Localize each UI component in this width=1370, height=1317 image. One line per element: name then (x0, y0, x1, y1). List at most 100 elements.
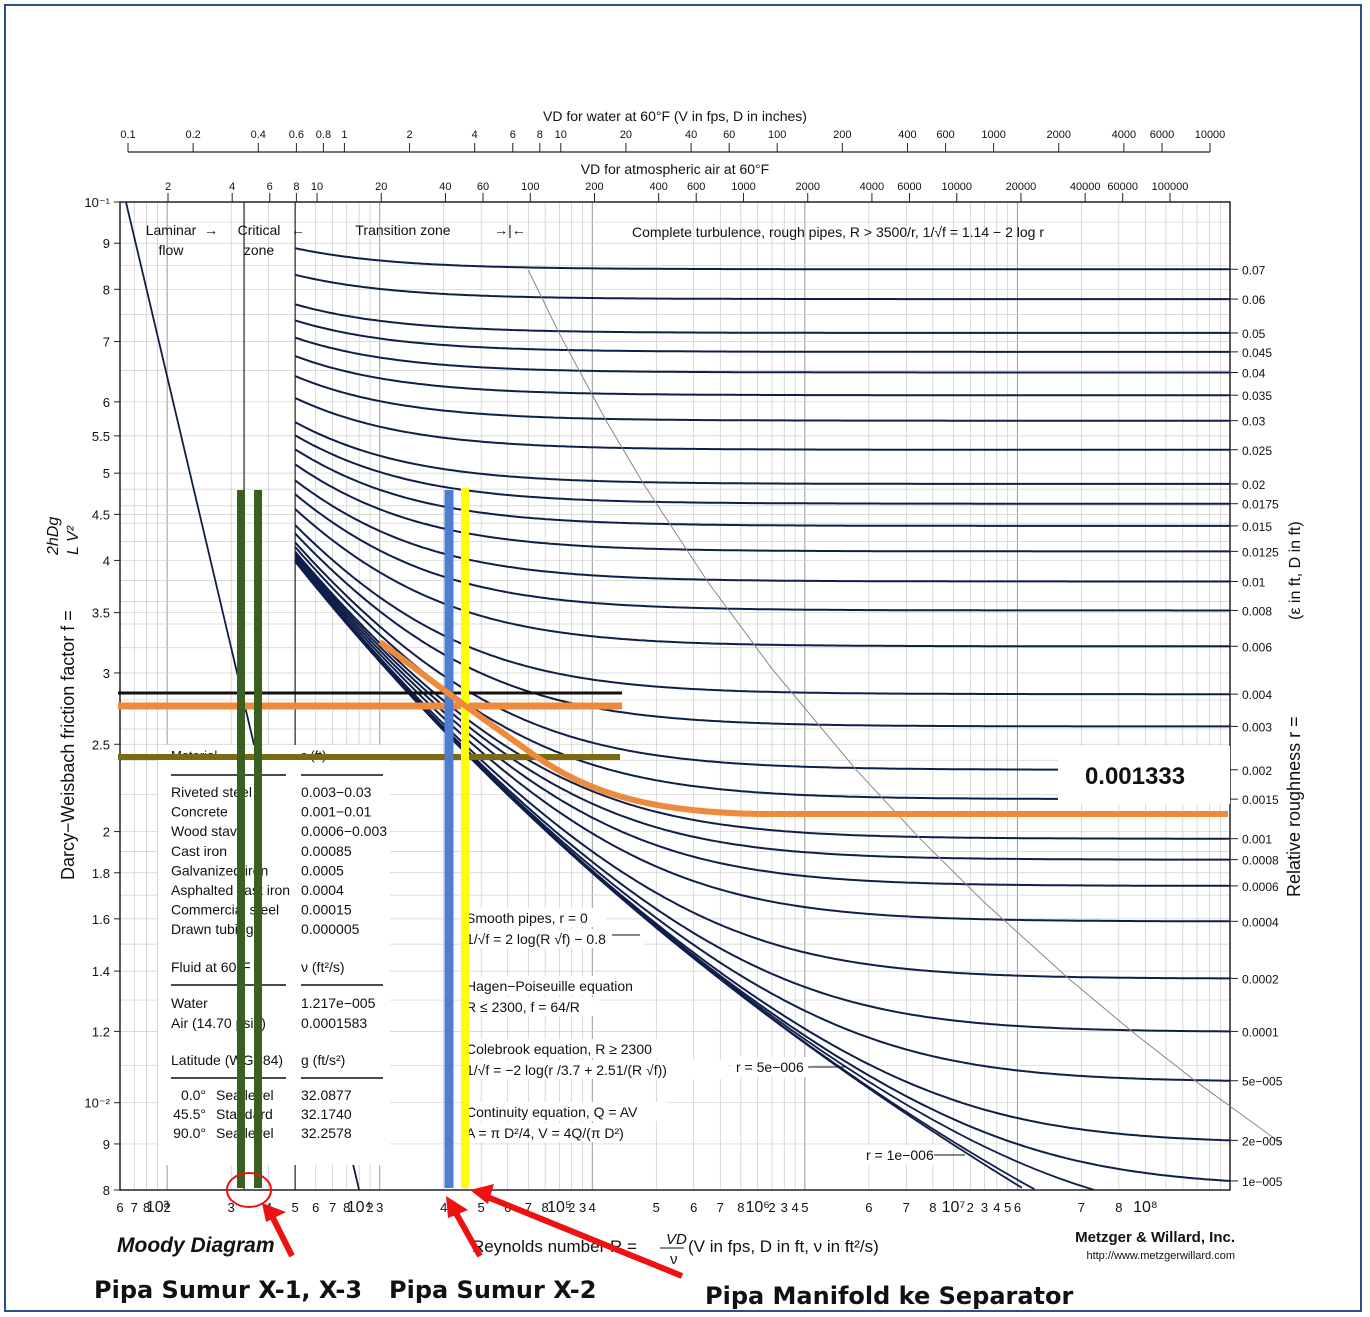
roughness-curve (294, 508, 1230, 648)
y-axis (114, 201, 120, 1191)
x-axis-fraction: ν (670, 1251, 678, 1268)
roughness-label: 0.015 (1242, 520, 1272, 534)
top-water-tick-label: 0.6 (289, 129, 304, 141)
top-air-tick-label: 400 (649, 181, 667, 193)
y-tick-label: 4.5 (92, 507, 110, 522)
roughness-curve (294, 303, 1230, 334)
roughness-label: 0.0006 (1242, 880, 1279, 894)
y-tick-label: 10⁻² (84, 1096, 110, 1111)
equation-bg (462, 1060, 728, 1079)
top-water-tick-label: 4 (472, 129, 478, 141)
top-air-tick-label: 8 (293, 181, 299, 193)
material-roughness: 0.0004 (301, 882, 344, 898)
y-tick-label: 10⁻¹ (84, 195, 110, 210)
smooth-curve (294, 560, 1023, 1189)
y-tick-label: 2 (103, 825, 110, 840)
x-tick-label: 2 (164, 1200, 171, 1215)
zone-arrow: → (204, 222, 218, 238)
fluid-header: Fluid at 60°F (171, 959, 251, 975)
y-tick-label: 1.8 (92, 866, 110, 881)
top-water-tick-label: 2000 (1047, 129, 1071, 141)
top-water-tick-label: 40 (685, 129, 697, 141)
x-tick-label: 3 (376, 1200, 383, 1215)
x-tick-label: 8 (929, 1200, 936, 1215)
top-air-tick-label: 200 (585, 181, 603, 193)
top-water-tick-label: 200 (833, 129, 851, 141)
top-water-tick-label: 0.2 (185, 129, 200, 141)
y-tick-label: 6 (103, 395, 110, 410)
x-tick-label: 5 (653, 1200, 660, 1215)
roughness-label: 0.03 (1242, 415, 1266, 429)
x-tick-label: 7 (903, 1200, 910, 1215)
material-roughness: 0.00085 (301, 843, 352, 859)
x-tick-label: 6 (865, 1200, 872, 1215)
material-roughness: 0.003−0.03 (301, 784, 372, 800)
top-air-tick-label: 60 (477, 181, 489, 193)
x-axis-fraction: VD (666, 1231, 687, 1248)
x-tick-label: 4 (440, 1200, 447, 1215)
top-water-tick-label: 600 (936, 129, 954, 141)
fluid-viscosity: 1.217e−005 (301, 995, 376, 1011)
x-tick-label: 4 (589, 1200, 596, 1215)
top-water-tick-label: 4000 (1112, 129, 1136, 141)
top-water-tick-label: 10000 (1195, 129, 1226, 141)
material-roughness: 0.001−0.01 (301, 804, 372, 820)
equation-text: R ≤ 2300, f = 64/R (466, 999, 580, 1015)
roughness-label: 0.0125 (1242, 545, 1279, 559)
roughness-label: 0.06 (1242, 293, 1266, 307)
turbulence-boundary (527, 269, 1282, 1145)
top-water-tick-label: 2 (406, 129, 412, 141)
equation-text: Colebrook equation, R ≥ 2300 (466, 1041, 652, 1057)
x-tick-label: 7 (1078, 1200, 1085, 1215)
zone-label-turbulence: Complete turbulence, rough pipes, R > 35… (632, 224, 1044, 240)
roughness-curve (294, 556, 1230, 923)
y-tick-label: 1.4 (92, 964, 110, 979)
y-tick-label: 5 (103, 466, 110, 481)
material-name: Concrete (171, 804, 228, 820)
x-tick-label: 10³ (146, 1199, 170, 1216)
red-arrow-head (446, 1196, 468, 1218)
y2-axis-title: Relative roughness r = (1284, 716, 1304, 897)
roughness-label: 0.0001 (1242, 1025, 1279, 1039)
y-tick-label: 9 (103, 236, 110, 251)
y-axis-fraction-num: 2hDg (45, 517, 62, 556)
gravity-value: 32.1740 (301, 1106, 352, 1122)
top-air-tick-label: 600 (687, 181, 705, 193)
x-tick-label: 8 (737, 1200, 744, 1215)
latitude-value: 90.0° (173, 1125, 206, 1141)
x-tick-label: 10⁸ (1133, 1199, 1158, 1216)
overlays (118, 488, 1230, 1279)
x-tick-label: 6 (690, 1200, 697, 1215)
top-water-tick-label: 60 (723, 129, 735, 141)
gravity-value: 32.0877 (301, 1087, 352, 1103)
material-roughness: 0.0005 (301, 862, 344, 878)
x-tick-label: 6 (1014, 1200, 1021, 1215)
x-tick-label: 10⁵ (547, 1199, 571, 1216)
top-air-tick-label: 20 (375, 181, 387, 193)
top-air-tick-label: 6 (267, 181, 273, 193)
top-air-tick-label: 100000 (1152, 181, 1189, 193)
top-water-tick-label: 6 (510, 129, 516, 141)
top-air-tick-label: 40000 (1070, 181, 1101, 193)
x-tick-label: 7 (131, 1200, 138, 1215)
table-background (158, 745, 390, 1165)
x-tick-label: 7 (329, 1200, 336, 1215)
roughness-curve (294, 336, 1230, 374)
material-name: Drawn tubing (171, 921, 254, 937)
zone-arrow: ← (291, 222, 305, 238)
publisher-name: Metzger & Willard, Inc. (1075, 1229, 1235, 1246)
top-water-tick-label: 1000 (981, 129, 1005, 141)
x-tick-label: 8 (1115, 1200, 1122, 1215)
red-arrow-head (470, 1184, 494, 1204)
curve-label-bg (862, 1145, 938, 1165)
roughness-label: 2e−005 (1242, 1134, 1283, 1148)
x-tick-label: 2 (768, 1200, 775, 1215)
equation-bg (462, 908, 607, 927)
x-tick-label: 3 (228, 1200, 235, 1215)
equation-bg (462, 929, 645, 948)
material-roughness: 0.000005 (301, 921, 360, 937)
x-tick-label: 8 (343, 1200, 350, 1215)
top-water-tick-label: 20 (620, 129, 632, 141)
x-tick-label: 7 (717, 1200, 724, 1215)
